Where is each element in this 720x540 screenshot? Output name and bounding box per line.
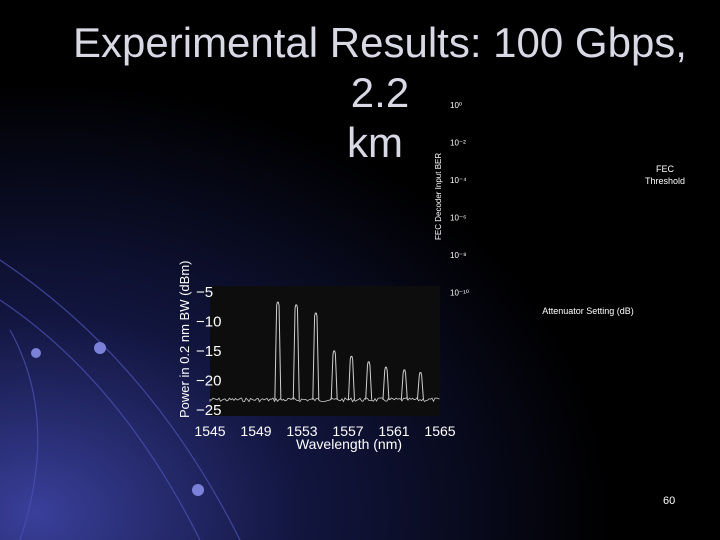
spectrum-peak — [312, 312, 320, 400]
spectrum-y-tick-label: −25 — [196, 402, 221, 419]
spectrum-y-tick-label: −5 — [196, 284, 213, 301]
spectrum-peak — [347, 355, 355, 400]
ber-y-ticks: 10⁰ 10⁻² 10⁻⁴ 10⁻⁶ 10⁻⁸ 10⁻¹⁰ — [450, 101, 469, 298]
ber-y-tick-label: 10⁰ — [450, 101, 462, 110]
spectrum-x-tick-label: 1557 — [332, 423, 363, 439]
decorative-arcs — [0, 259, 241, 540]
spectrum-y-tick-label: −15 — [196, 343, 221, 360]
spectrum-peak — [365, 361, 373, 400]
spectrum-chart: Power in 0.2 nm BW (dBm) −5−10−15−20−25 … — [177, 261, 456, 453]
spectrum-ylabel: Power in 0.2 nm BW (dBm) — [177, 261, 192, 419]
ber-y-tick-label: 10⁻¹⁰ — [450, 289, 469, 298]
spectrum-peak — [274, 301, 282, 400]
fec-label-line1: FEC — [656, 164, 675, 174]
ber-xlabel: Attenuator Setting (dB) — [542, 306, 634, 316]
spectrum-peak — [330, 350, 338, 400]
ber-y-tick-label: 10⁻² — [450, 139, 466, 148]
ber-ylabel: FEC Decoder Input BER — [434, 153, 443, 240]
ber-y-tick-label: 10⁻⁴ — [450, 176, 467, 185]
spectrum-y-ticks: −5 −10 −15 −20 −25 — [196, 284, 221, 419]
spectrum-peak — [382, 366, 390, 400]
spectrum-x-tick-label: 1553 — [286, 423, 317, 439]
spectrum-x-ticks: 1545 1549 1553 1557 1561 1565 — [194, 423, 455, 439]
spectrum-xlabel: Wavelength (nm) — [296, 436, 402, 452]
slide-title-line2: km — [347, 119, 403, 166]
spectrum-peak — [400, 369, 408, 400]
slide-title: Experimental Results: 100 Gbps, 2.2 km — [40, 18, 720, 168]
spectrum-x-tick-label: 1561 — [378, 423, 409, 439]
spectrum-peaks — [209, 301, 440, 403]
ber-chart: FEC Decoder Input BER 10⁰ 10⁻² 10⁻⁴ 10⁻⁶ 10⁻… — [434, 101, 685, 316]
decorative-orbs — [31, 342, 204, 496]
spectrum-x-tick-label: 1549 — [240, 423, 271, 439]
ber-y-tick-label: 10⁻⁸ — [450, 251, 467, 260]
spectrum-y-tick-label: −10 — [196, 314, 221, 331]
fec-label-line2: Threshold — [645, 176, 685, 186]
spectrum-y-tick-label: −20 — [196, 373, 221, 390]
spectrum-x-tick-label: 1565 — [424, 423, 455, 439]
slide-title-line1: Experimental Results: 100 Gbps, 2.2 — [73, 19, 687, 116]
spectrum-peak — [416, 372, 424, 400]
page-number: 60 — [663, 495, 676, 507]
spectrum-x-tick-label: 1545 — [194, 423, 225, 439]
ber-y-tick-label: 10⁻⁶ — [450, 214, 466, 223]
spectrum-plot-area — [210, 286, 440, 416]
spectrum-peak — [292, 304, 300, 400]
